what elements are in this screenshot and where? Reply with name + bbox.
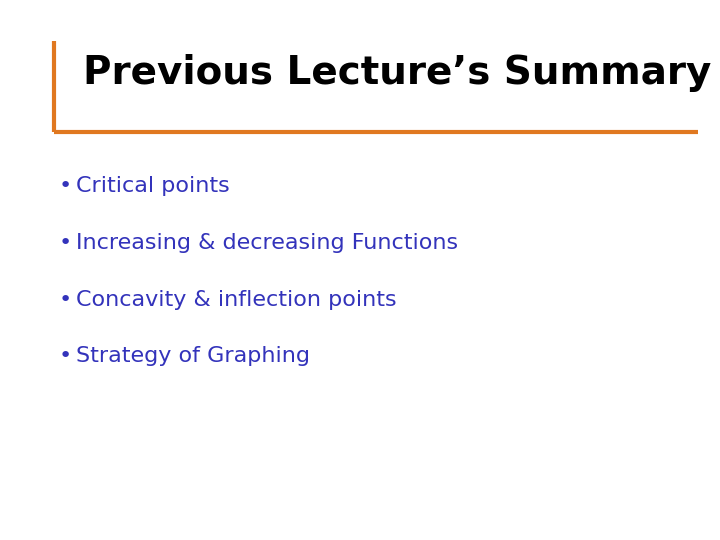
Text: Concavity & inflection points: Concavity & inflection points <box>76 289 396 310</box>
Text: Previous Lecture’s Summary: Previous Lecture’s Summary <box>83 53 711 92</box>
Text: Critical points: Critical points <box>76 176 230 197</box>
Text: Increasing & decreasing Functions: Increasing & decreasing Functions <box>76 233 458 253</box>
Text: Strategy of Graphing: Strategy of Graphing <box>76 346 310 367</box>
Text: •: • <box>58 233 71 253</box>
Text: •: • <box>58 289 71 310</box>
Text: •: • <box>58 346 71 367</box>
Text: •: • <box>58 176 71 197</box>
